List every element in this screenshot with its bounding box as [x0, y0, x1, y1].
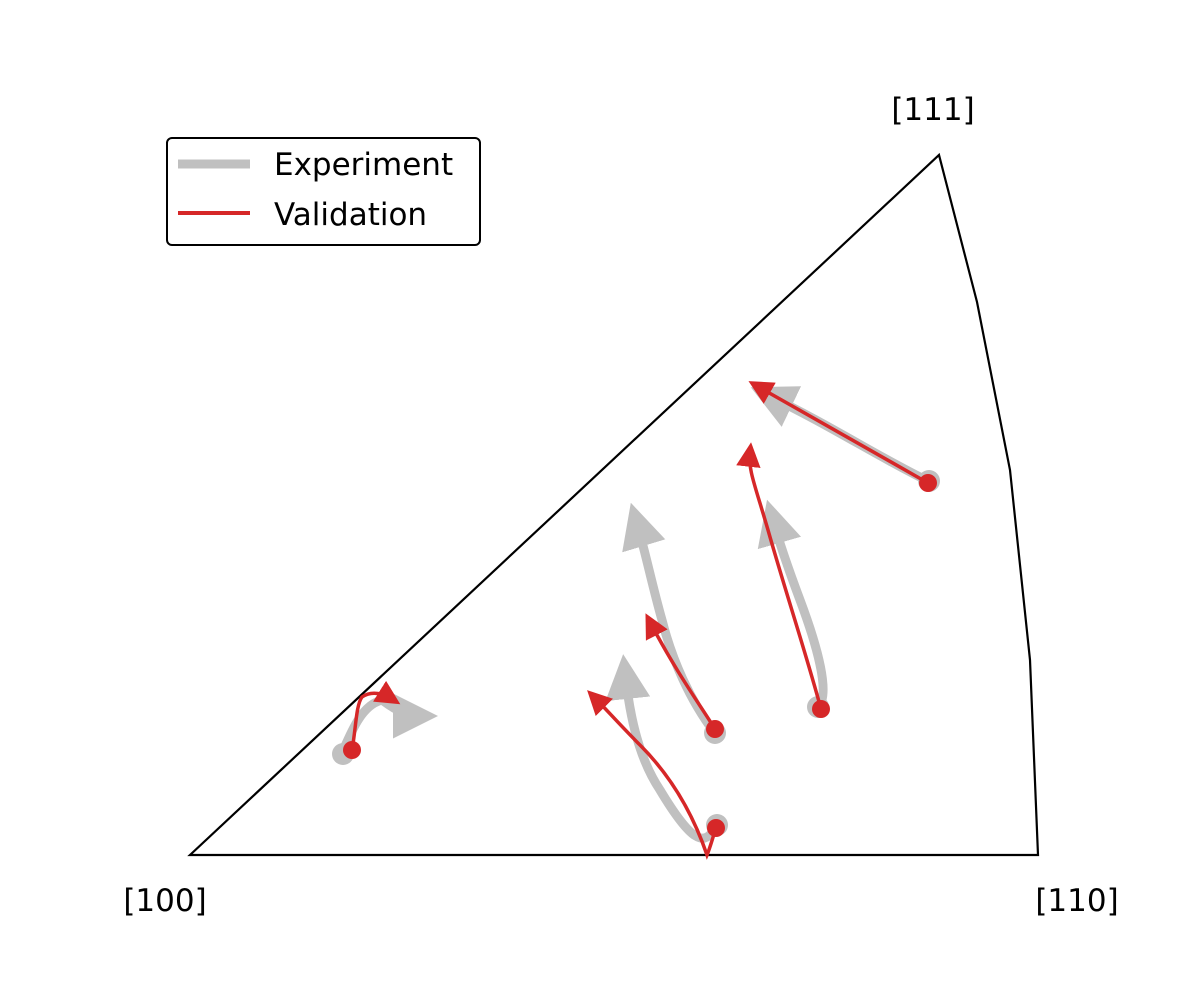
- validation-trajectory-1: [350, 680, 401, 751]
- corner-label-100: [100]: [123, 883, 206, 919]
- legend: Experiment Validation: [166, 137, 481, 246]
- experiment-trajectory-2: [605, 654, 721, 843]
- experiment-series: [337, 386, 933, 843]
- validation-start-dot-3: [706, 720, 724, 738]
- legend-label-experiment: Experiment: [274, 147, 453, 183]
- experiment-trajectory-3: [622, 502, 719, 737]
- legend-label-validation: Validation: [274, 197, 427, 233]
- ipf-triangle-outline: [187, 152, 1040, 857]
- validation-start-dot-5: [919, 474, 937, 492]
- validation-start-dot-2: [707, 819, 725, 837]
- corner-label-111: [111]: [891, 92, 974, 128]
- validation-series: [350, 381, 929, 860]
- validation-trajectory-2: [587, 690, 718, 860]
- validation-trajectory-5: [748, 381, 929, 485]
- validation-trajectory-4: [736, 442, 823, 710]
- validation-start-dot-4: [812, 700, 830, 718]
- validation-start-dot-1: [343, 741, 361, 759]
- experiment-trajectory-4: [757, 499, 828, 712]
- validation-trajectory-3: [645, 613, 717, 730]
- validation-start-points: [343, 474, 937, 837]
- corner-label-110: [110]: [1035, 883, 1118, 919]
